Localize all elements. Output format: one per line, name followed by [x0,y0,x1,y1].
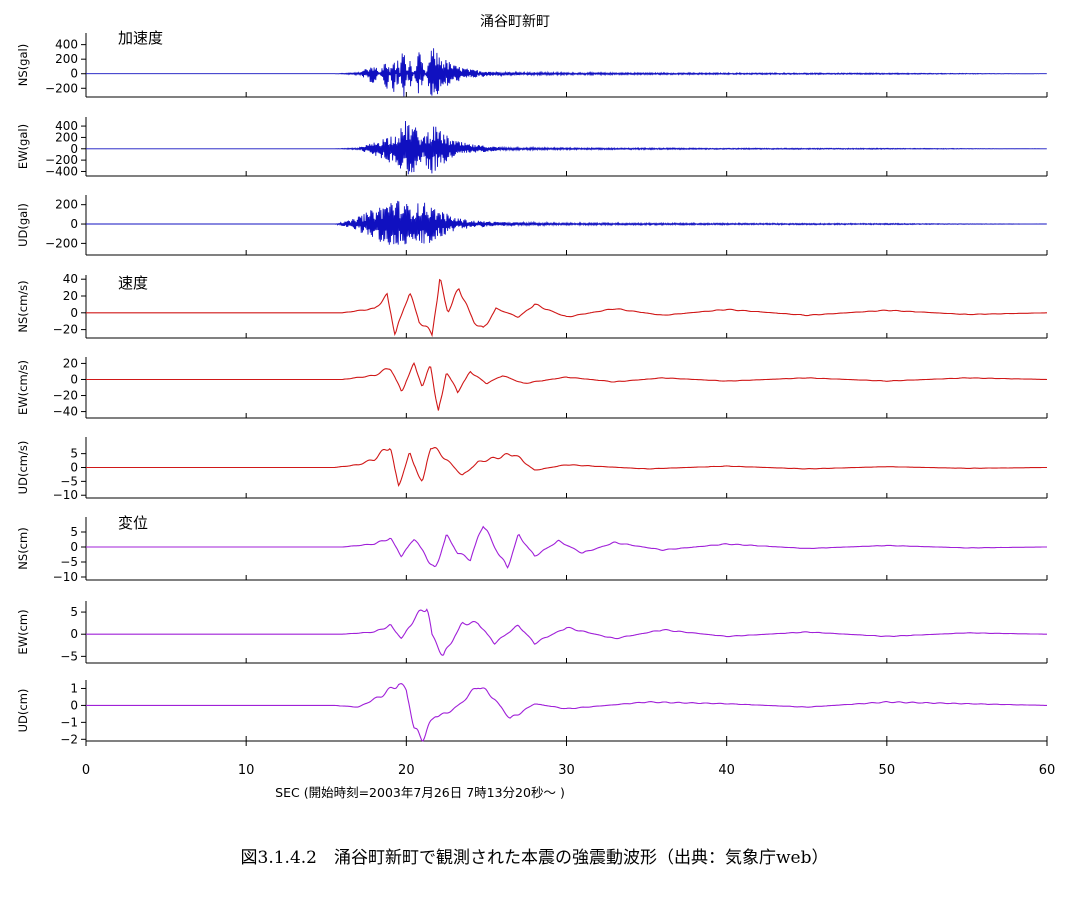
y-tick-label: 0 [70,67,78,81]
y-axis-label: NS(cm) [16,527,30,569]
y-tick-label: 20 [63,356,78,370]
y-tick-label: 0 [70,698,78,712]
x-tick-label: 50 [879,763,896,778]
group-label-velocity: 速度 [118,274,148,292]
y-tick-label: −400 [45,164,78,178]
panel-ew-cm-: 5 0 −5 EW(cm) [16,601,1048,664]
y-tick-label: 0 [70,306,78,320]
y-tick-label: −5 [60,555,78,569]
waveform-panels: 4002000−200NS(gal)4002000−200−400EW(gal)… [16,33,1048,746]
y-tick-label: 0 [70,461,78,475]
y-tick-label: 0 [70,540,78,554]
panel-ud-cm-: 1 0 −1 −2 UD(cm) [16,680,1048,746]
x-tick-label: 30 [558,763,575,778]
y-tick-label: −10 [53,488,78,502]
y-axis-label: NS(gal) [16,44,30,86]
group-label-displacement: 変位 [118,514,148,532]
x-axis-label: SEC (開始時刻=2003年7月26日 7時13分20秒～ ) [275,785,565,800]
y-tick-label: −2 [60,732,78,746]
waveform-trace [86,683,1047,742]
panel-ud-cm-s-: 50−5−10 UD(cm/s) [16,437,1048,502]
y-tick-label: 0 [70,627,78,641]
y-tick-label: −40 [53,405,78,419]
y-axis-label: EW(cm/s) [16,360,30,415]
y-tick-label: 400 [55,119,78,133]
y-tick-label: −200 [45,81,78,95]
waveform-trace [86,447,1047,488]
y-tick-label: 5 [70,525,78,539]
figure-caption: 図3.1.4.2 涌谷町新町で観測された本震の強震動波形（出典：気象庁web） [240,848,829,868]
x-tick-label: 10 [238,763,255,778]
y-tick-label: 1 [70,681,78,695]
y-tick-label: 0 [70,217,78,231]
waveform-trace [86,278,1047,338]
y-tick-label: 40 [63,272,78,286]
panel-ns-cm-s-: 40 20 0 −20 NS(cm/s) [16,272,1048,339]
y-tick-label: −5 [60,649,78,663]
x-tick-label: 40 [718,763,735,778]
waveform-trace [86,200,1047,245]
y-axis-label: EW(gal) [16,124,30,169]
y-tick-label: 200 [55,52,78,66]
y-tick-label: −1 [60,715,78,729]
y-tick-label: −10 [53,570,78,584]
y-tick-label: 200 [55,198,78,212]
y-tick-label: −20 [53,389,78,403]
waveform-trace [86,48,1047,97]
y-tick-label: 400 [55,38,78,52]
x-tick-label: 60 [1039,763,1056,778]
x-axis: 0 10 20 30 40 50 60 [82,741,1055,778]
y-tick-label: 0 [70,142,78,156]
y-axis-label: NS(cm/s) [16,280,30,332]
chart-title: 涌谷町新町 [480,14,550,30]
x-tick-label: 20 [398,763,415,778]
y-tick-label: −5 [60,474,78,488]
y-tick-label: 0 [70,372,78,386]
waveform-trace [86,120,1047,175]
panel-ud-gal-: 200 0 −200 UD(gal) [16,195,1048,256]
y-tick-label: 5 [70,605,78,619]
waveform-trace [86,608,1047,656]
y-tick-label: 200 [55,130,78,144]
y-axis-label: EW(cm) [16,609,30,654]
y-axis-label: UD(cm/s) [16,441,30,495]
y-tick-label: 20 [63,289,78,303]
waveform-chart: 涌谷町新町 加速度 速度 変位 4002000−200NS(gal)400200… [16,14,1055,800]
waveform-trace [86,525,1047,569]
y-tick-label: 5 [70,447,78,461]
y-tick-label: −20 [53,323,78,337]
y-tick-label: −200 [45,236,78,250]
x-tick-label: 0 [82,763,90,778]
panel-ns-cm-: 50−5−10 NS(cm) [16,517,1048,584]
y-axis-label: UD(cm) [16,689,30,733]
y-tick-label: −200 [45,153,78,167]
group-label-acceleration: 加速度 [118,29,163,47]
waveform-trace [86,361,1048,411]
y-axis-label: UD(gal) [16,203,30,247]
panel-ew-cm-s-: 20 0 −20 −40 EW(cm/s) [16,356,1048,419]
